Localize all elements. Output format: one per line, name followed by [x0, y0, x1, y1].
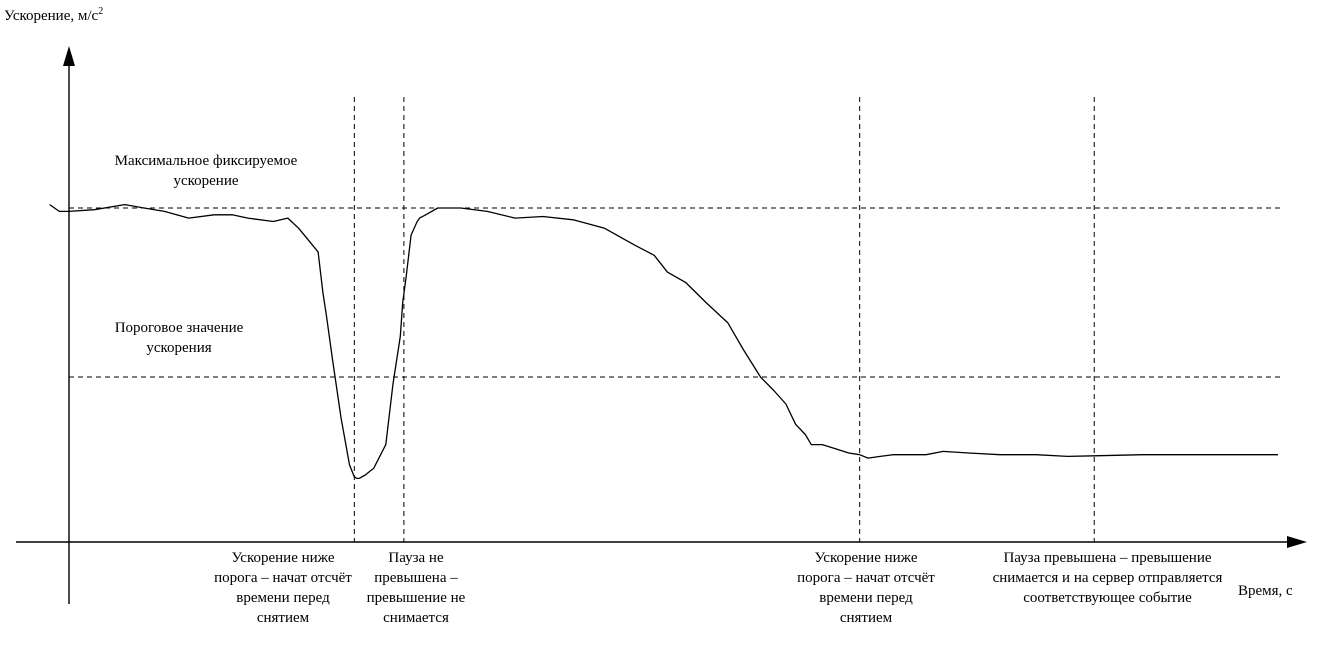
annotation-below-threshold-1: Ускорение ниже порога – начат отсчёт вре… [214, 550, 352, 626]
max-acceleration-label: Максимальное фиксируемое ускорение [114, 153, 298, 189]
annotation-below-threshold-2: Ускорение ниже порога – начат отсчёт вре… [797, 550, 935, 626]
reference-lines [69, 207, 1282, 378]
event-markers [353, 97, 1095, 542]
threshold-label: Пороговое значение ускорения [114, 320, 244, 356]
acceleration-curve [49, 203, 1278, 480]
x-axis-arrow [1287, 536, 1307, 548]
y-axis-label-exponent: 2 [98, 6, 104, 17]
annotation-pause-not-exceeded: Пауза не превышена – превышение не снима… [366, 550, 466, 626]
y-axis-arrow [63, 46, 75, 66]
x-axis-label: Время, с [1238, 583, 1293, 599]
axes [16, 46, 1307, 604]
y-axis-label: Ускорение, м/с2 [4, 6, 104, 24]
annotation-pause-exceeded: Пауза превышена – превышение снимается и… [992, 550, 1223, 606]
